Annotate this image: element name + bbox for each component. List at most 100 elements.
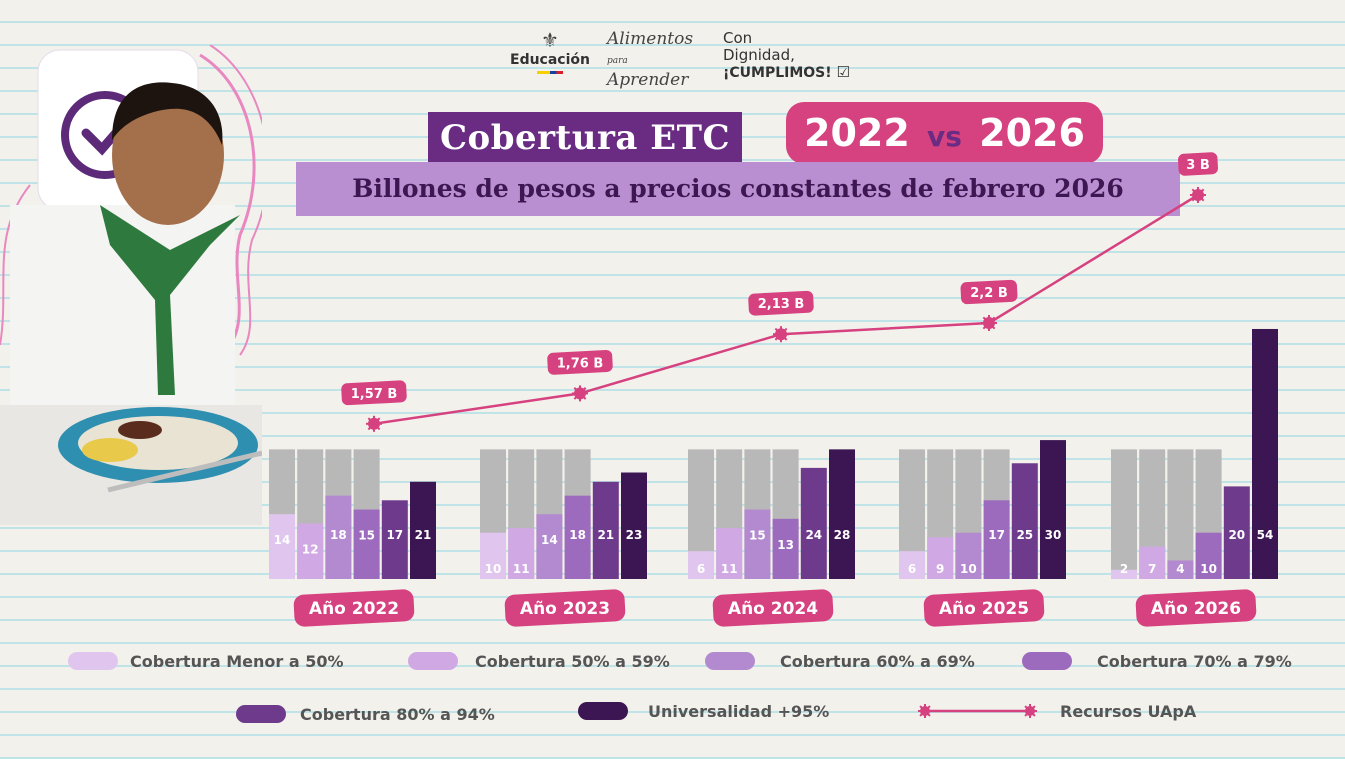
bar-value-label: 14 xyxy=(274,533,291,547)
legend-swatch xyxy=(705,652,755,670)
potato xyxy=(82,438,138,462)
bar-value-label: 6 xyxy=(697,562,705,576)
resources-value-label: 3 B xyxy=(1186,158,1209,173)
bar xyxy=(983,500,1010,579)
resources-label-badge xyxy=(748,290,814,316)
bar xyxy=(899,551,925,579)
con-dignidad-line2: Dignidad, xyxy=(723,46,795,64)
bar xyxy=(800,467,827,579)
legend-swatch xyxy=(236,705,286,723)
legend-swatch xyxy=(408,652,458,670)
years-layer: Año 2022 Año 2023 Año 2024 Año 2025 Año 2026 xyxy=(293,589,1257,627)
bar xyxy=(772,518,799,579)
bar-value-label: 11 xyxy=(721,562,738,576)
bar-value-label: 20 xyxy=(1228,528,1245,542)
bar xyxy=(716,528,743,579)
resources-point-spike xyxy=(373,417,381,425)
bar-value-label: 24 xyxy=(805,528,822,542)
bar xyxy=(536,514,563,579)
bar-value-label: 14 xyxy=(541,533,558,547)
legend-label: Cobertura 60% a 69% xyxy=(780,652,975,671)
bar xyxy=(1167,560,1194,579)
bar-value-label: 7 xyxy=(1148,562,1156,576)
bar-value-label: 21 xyxy=(597,528,614,542)
bar-value-label: 25 xyxy=(1016,528,1033,542)
year-badge xyxy=(923,589,1045,627)
bar xyxy=(508,528,535,579)
meat xyxy=(118,421,162,439)
alimentos-logo: Alimentos para Aprender xyxy=(607,30,707,90)
bar xyxy=(353,509,380,579)
bar-value-label: 23 xyxy=(626,528,643,542)
title-vs: vs xyxy=(927,120,962,153)
bar xyxy=(688,551,714,579)
year-badge xyxy=(504,589,626,627)
hair xyxy=(112,82,223,145)
legend-swatch xyxy=(1022,652,1072,670)
resources-value-label: 2,13 B xyxy=(758,297,805,312)
bar-value-label: 30 xyxy=(1045,528,1062,542)
bar xyxy=(1252,328,1278,579)
knife xyxy=(107,450,262,493)
bar xyxy=(381,500,408,579)
con-dignidad-line3: ¡CUMPLIMOS! xyxy=(723,65,832,81)
bar xyxy=(592,481,619,579)
bar-value-label: 6 xyxy=(908,562,916,576)
bar xyxy=(1040,440,1066,579)
line-layer: 1,57 B 1,76 B 2,13 B 2,2 B 3 B xyxy=(341,152,1218,432)
resources-label-badge xyxy=(1178,152,1218,176)
legend-label: Cobertura 50% a 59% xyxy=(475,652,670,671)
bar-value-label: 15 xyxy=(749,529,766,543)
green-scarf xyxy=(100,205,240,395)
bar-value-label: 11 xyxy=(513,562,530,576)
legend-label: Universalidad +95% xyxy=(648,702,829,721)
year-badge xyxy=(293,589,415,627)
bar xyxy=(955,532,982,579)
year-label: Año 2026 xyxy=(1151,599,1241,619)
alimentos-logo-para: para xyxy=(607,56,628,66)
student-photo xyxy=(0,45,262,525)
legend-line-marker-spike xyxy=(1029,705,1036,712)
bar xyxy=(297,523,324,579)
legend-label: Cobertura Menor a 50% xyxy=(130,652,344,671)
year-label: Año 2022 xyxy=(309,599,399,619)
bar-value-label: 13 xyxy=(777,538,794,552)
bar xyxy=(1223,486,1250,579)
resources-value-label: 1,76 B xyxy=(557,356,604,371)
year-label: Año 2023 xyxy=(520,599,610,619)
legend-label: Recursos UApA xyxy=(1060,702,1197,721)
flag-stripe xyxy=(537,71,563,74)
education-logo-text: Educación xyxy=(510,52,590,68)
legend-line-marker-spike xyxy=(924,705,931,712)
education-logo: ⚜ Educación xyxy=(505,28,595,74)
bar xyxy=(621,472,647,579)
bar-value-label: 10 xyxy=(1200,562,1217,576)
bar xyxy=(564,495,591,579)
legend-layer: Cobertura Menor a 50% Cobertura 50% a 59%… xyxy=(68,652,1292,724)
resources-point-spike xyxy=(780,327,788,335)
page-subtitle: Billones de pesos a precios constantes d… xyxy=(296,162,1180,216)
bar xyxy=(744,509,771,579)
resources-value-label: 2,2 B xyxy=(970,286,1007,301)
bar xyxy=(1111,569,1137,579)
title-year-from: 2022 xyxy=(804,111,910,155)
year-label: Año 2025 xyxy=(939,599,1029,619)
coat-of-arms-icon: ⚜ xyxy=(541,28,559,52)
bar xyxy=(1195,532,1222,579)
resources-value-label: 1,57 B xyxy=(351,387,398,402)
resources-label-badge xyxy=(341,380,407,406)
legend-label: Cobertura 70% a 79% xyxy=(1097,652,1292,671)
con-dignidad-logo: Con Dignidad, ¡CUMPLIMOS! ☑ xyxy=(723,30,850,82)
bar xyxy=(325,495,352,579)
bar-value-label: 12 xyxy=(302,542,319,556)
bar-value-label: 18 xyxy=(330,528,347,542)
bar xyxy=(927,537,954,579)
legend-swatch xyxy=(68,652,118,670)
resources-point-spike xyxy=(1197,188,1205,196)
alimentos-logo-line1: Alimentos xyxy=(607,29,694,49)
resources-label-badge xyxy=(547,350,613,375)
year-badge xyxy=(712,589,834,627)
bar xyxy=(1139,546,1166,579)
